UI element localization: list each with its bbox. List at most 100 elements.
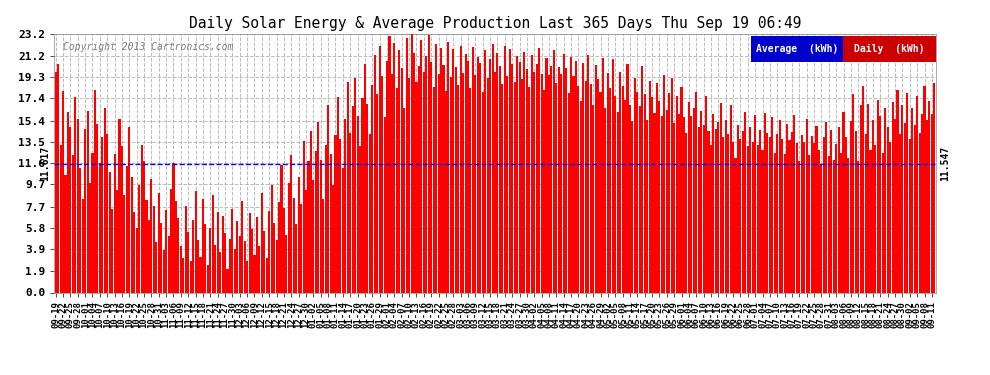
Bar	[646, 120, 648, 292]
Bar	[600, 92, 602, 292]
Bar	[504, 46, 506, 292]
Bar	[703, 125, 705, 292]
Bar	[101, 138, 103, 292]
Bar	[270, 185, 272, 292]
Bar	[452, 50, 454, 292]
Bar	[234, 249, 236, 292]
Bar	[54, 72, 56, 292]
Bar	[438, 74, 440, 292]
Bar	[134, 212, 136, 292]
Bar	[416, 82, 418, 292]
Bar	[759, 130, 761, 292]
Bar	[867, 104, 869, 292]
Bar	[632, 121, 634, 292]
Bar	[877, 99, 879, 292]
Bar	[72, 155, 74, 292]
Bar	[428, 35, 430, 292]
Bar	[514, 82, 516, 292]
Bar	[629, 105, 631, 292]
Bar	[788, 140, 791, 292]
Bar	[308, 161, 310, 292]
Bar	[766, 133, 768, 292]
Bar	[244, 241, 246, 292]
Bar	[595, 65, 597, 292]
Bar	[305, 190, 307, 292]
Bar	[776, 134, 778, 292]
Bar	[524, 52, 526, 292]
Bar	[327, 105, 329, 292]
Bar	[119, 118, 121, 292]
Bar	[565, 68, 567, 292]
Bar	[393, 43, 395, 292]
Bar	[700, 111, 702, 292]
Bar	[783, 154, 786, 292]
Text: 11.617: 11.617	[40, 146, 50, 182]
Bar	[929, 100, 931, 292]
Bar	[732, 142, 735, 292]
Bar	[661, 116, 663, 292]
Bar	[544, 90, 545, 292]
Bar	[803, 142, 805, 292]
Bar	[298, 177, 300, 292]
Bar	[698, 128, 700, 292]
Bar	[209, 228, 211, 292]
Bar	[435, 44, 438, 292]
Bar	[624, 99, 626, 292]
Bar	[268, 211, 270, 292]
Bar	[708, 131, 710, 292]
Bar	[260, 193, 263, 292]
Bar	[79, 168, 81, 292]
Bar	[764, 113, 766, 292]
Bar	[146, 200, 148, 292]
Bar	[275, 240, 277, 292]
Bar	[617, 112, 619, 292]
Bar	[796, 143, 798, 292]
Bar	[180, 246, 182, 292]
Bar	[519, 62, 521, 292]
Bar	[129, 128, 131, 292]
Bar	[150, 179, 152, 292]
Bar	[322, 199, 325, 292]
Bar	[597, 80, 599, 292]
Bar	[562, 54, 564, 292]
Bar	[207, 265, 209, 292]
Bar	[167, 236, 169, 292]
Bar	[761, 150, 763, 292]
Bar	[557, 67, 560, 292]
Bar	[791, 132, 793, 292]
Bar	[479, 63, 481, 292]
Bar	[69, 128, 71, 292]
Bar	[592, 105, 594, 292]
Bar	[312, 180, 315, 292]
Bar	[81, 199, 84, 292]
Bar	[857, 161, 859, 292]
Bar	[396, 88, 398, 292]
Bar	[111, 209, 113, 292]
Bar	[421, 40, 423, 292]
Bar	[683, 117, 685, 292]
Bar	[874, 145, 876, 292]
Bar	[879, 116, 881, 292]
Bar	[882, 153, 884, 292]
Bar	[340, 139, 342, 292]
Bar	[62, 91, 64, 292]
Bar	[106, 134, 108, 292]
Bar	[740, 139, 742, 292]
Bar	[315, 151, 317, 292]
Bar	[426, 56, 428, 292]
Bar	[172, 163, 174, 292]
Bar	[74, 98, 76, 292]
Bar	[570, 57, 572, 292]
Bar	[280, 165, 282, 292]
Bar	[99, 163, 101, 292]
Bar	[295, 225, 297, 292]
Bar	[197, 240, 199, 292]
Bar	[685, 133, 687, 292]
Bar	[560, 74, 562, 292]
Bar	[614, 96, 617, 292]
Bar	[718, 122, 720, 292]
Bar	[859, 105, 861, 292]
Bar	[688, 102, 690, 292]
Bar	[445, 91, 446, 292]
Bar	[786, 124, 788, 292]
